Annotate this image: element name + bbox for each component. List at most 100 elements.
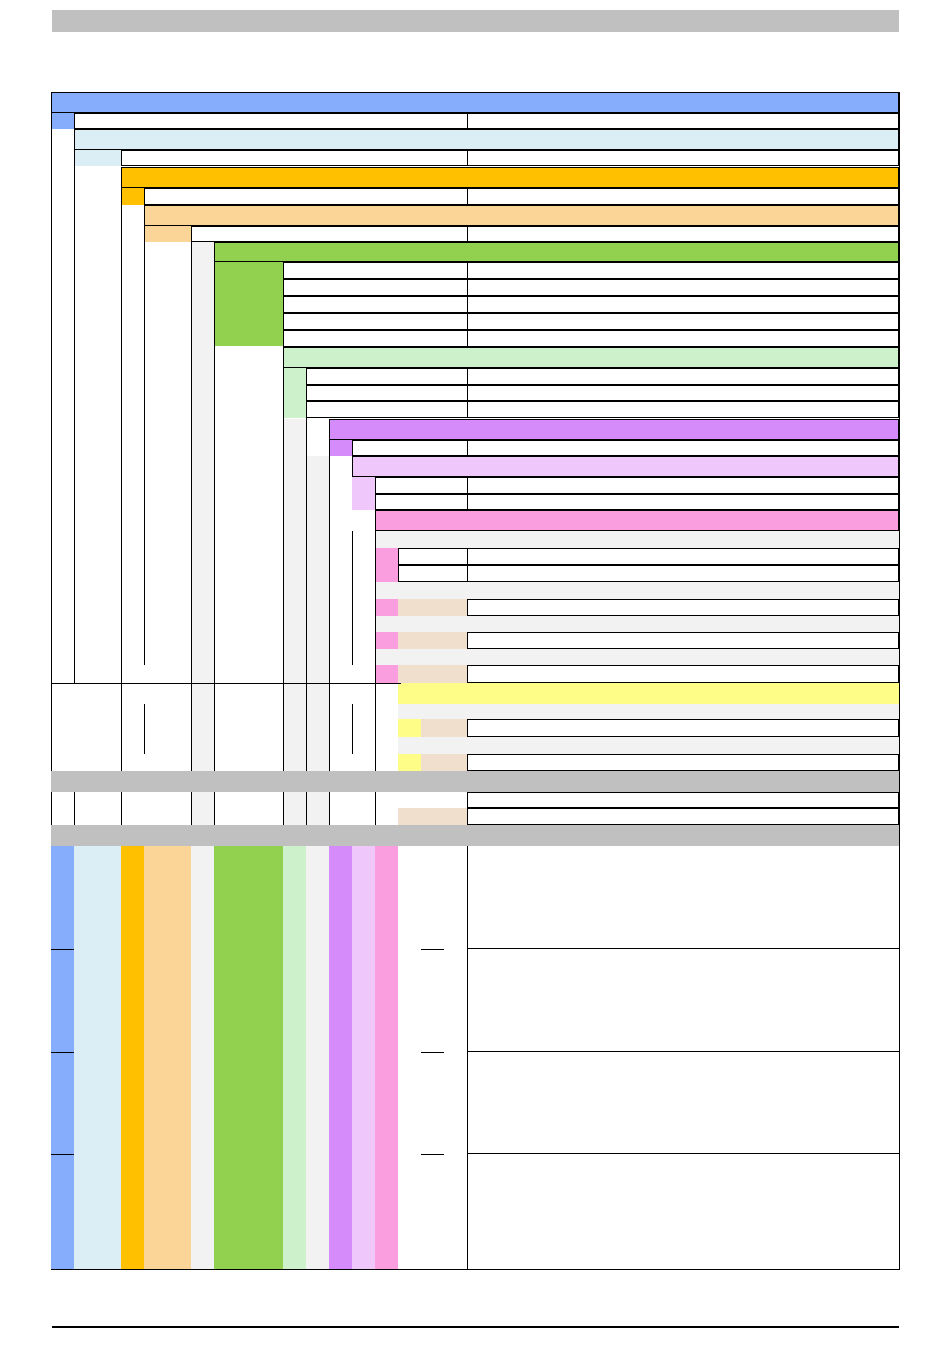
table-row <box>121 150 468 166</box>
table-row <box>375 582 899 599</box>
row-divider <box>51 1154 74 1155</box>
section-header-light-green <box>283 347 899 368</box>
section-header-light-blue <box>74 129 899 150</box>
indent-column <box>191 262 214 771</box>
legend-row <box>467 846 899 949</box>
row-divider <box>51 683 401 684</box>
legend-column-green <box>214 846 283 1270</box>
legend-column-purple <box>329 846 352 1270</box>
table-row <box>467 188 899 205</box>
row-divider <box>421 1052 444 1053</box>
table-row <box>467 279 899 296</box>
tree-line <box>144 704 145 754</box>
header-bar <box>52 10 899 32</box>
indent-cell <box>375 599 398 616</box>
table-row <box>283 313 468 330</box>
table-row <box>467 401 899 418</box>
row-divider <box>421 949 444 950</box>
row-divider <box>421 1154 444 1155</box>
legend-column-gray <box>191 846 214 1270</box>
indent-cell <box>329 440 352 456</box>
legend-column-pink <box>375 846 398 1270</box>
table-row <box>467 113 899 129</box>
table-row <box>467 150 899 166</box>
indent-cell <box>398 754 421 771</box>
table-row <box>467 565 899 582</box>
section-header-pink <box>375 510 899 531</box>
indent-cell <box>398 599 467 616</box>
table-row <box>283 279 468 296</box>
legend-column-light-green <box>283 846 306 1270</box>
indent-cell <box>214 262 283 346</box>
indent-cell <box>375 548 398 582</box>
indent-cell <box>398 632 467 649</box>
footer-rule <box>52 1326 899 1328</box>
table-row <box>398 737 899 754</box>
table-row <box>467 494 899 510</box>
tree-line <box>375 510 376 771</box>
row-divider <box>51 1052 74 1053</box>
tree-line <box>74 129 75 683</box>
indent-cell <box>375 632 398 649</box>
table-row <box>467 754 899 771</box>
table-row <box>306 401 468 418</box>
legend-column-gray <box>306 846 329 1270</box>
table-row <box>306 368 468 385</box>
table-row <box>467 599 899 616</box>
indent-column <box>306 456 329 771</box>
tree-line <box>191 242 192 771</box>
indent-cell <box>398 665 467 683</box>
separator-bar <box>51 771 899 792</box>
table-row <box>467 808 899 825</box>
indent-cell <box>398 808 467 825</box>
legend-row <box>467 1052 899 1154</box>
table-row <box>467 368 899 385</box>
indent-cell <box>398 719 421 737</box>
tree-line <box>467 846 468 1270</box>
table-row <box>283 296 468 313</box>
section-header-purple <box>329 419 899 440</box>
indent-cell <box>421 754 467 771</box>
table-row <box>467 719 899 737</box>
indent-cell <box>191 242 214 262</box>
table-row <box>306 385 468 401</box>
indent-cell <box>191 792 214 825</box>
table-row <box>283 330 468 347</box>
section-header-orange <box>121 167 899 188</box>
table-row <box>375 477 468 494</box>
table-row <box>74 113 468 129</box>
tree-line <box>306 792 307 825</box>
table-row <box>467 296 899 313</box>
legend-column-orange <box>121 846 144 1270</box>
tree-line <box>352 704 353 754</box>
tree-line <box>283 792 284 825</box>
indent-cell <box>421 719 467 737</box>
section-header-green <box>214 242 899 262</box>
legend-row <box>467 949 899 1052</box>
separator-bar <box>51 825 899 846</box>
tree-line <box>375 792 376 825</box>
table-row <box>144 188 468 205</box>
tree-line <box>121 167 122 771</box>
table-row <box>467 262 899 279</box>
section-header-yellow <box>398 683 899 704</box>
indent-column <box>283 419 306 771</box>
table-row <box>467 792 899 808</box>
tree-line <box>306 368 307 771</box>
legend-column-light-blue <box>74 846 121 1270</box>
table-row <box>467 330 899 347</box>
table-row <box>375 494 468 510</box>
indent-cell <box>283 368 306 418</box>
table-row <box>467 548 899 565</box>
indent-cell <box>121 188 144 205</box>
table-row <box>283 262 468 279</box>
indent-cell <box>51 113 74 129</box>
table-row <box>398 548 468 565</box>
indent-cell <box>144 226 191 242</box>
indent-cell <box>375 665 398 683</box>
tree-line <box>214 262 215 771</box>
tree-line <box>899 92 900 1270</box>
table-row <box>375 649 899 665</box>
indent-cell <box>352 477 375 510</box>
table-row <box>467 313 899 330</box>
